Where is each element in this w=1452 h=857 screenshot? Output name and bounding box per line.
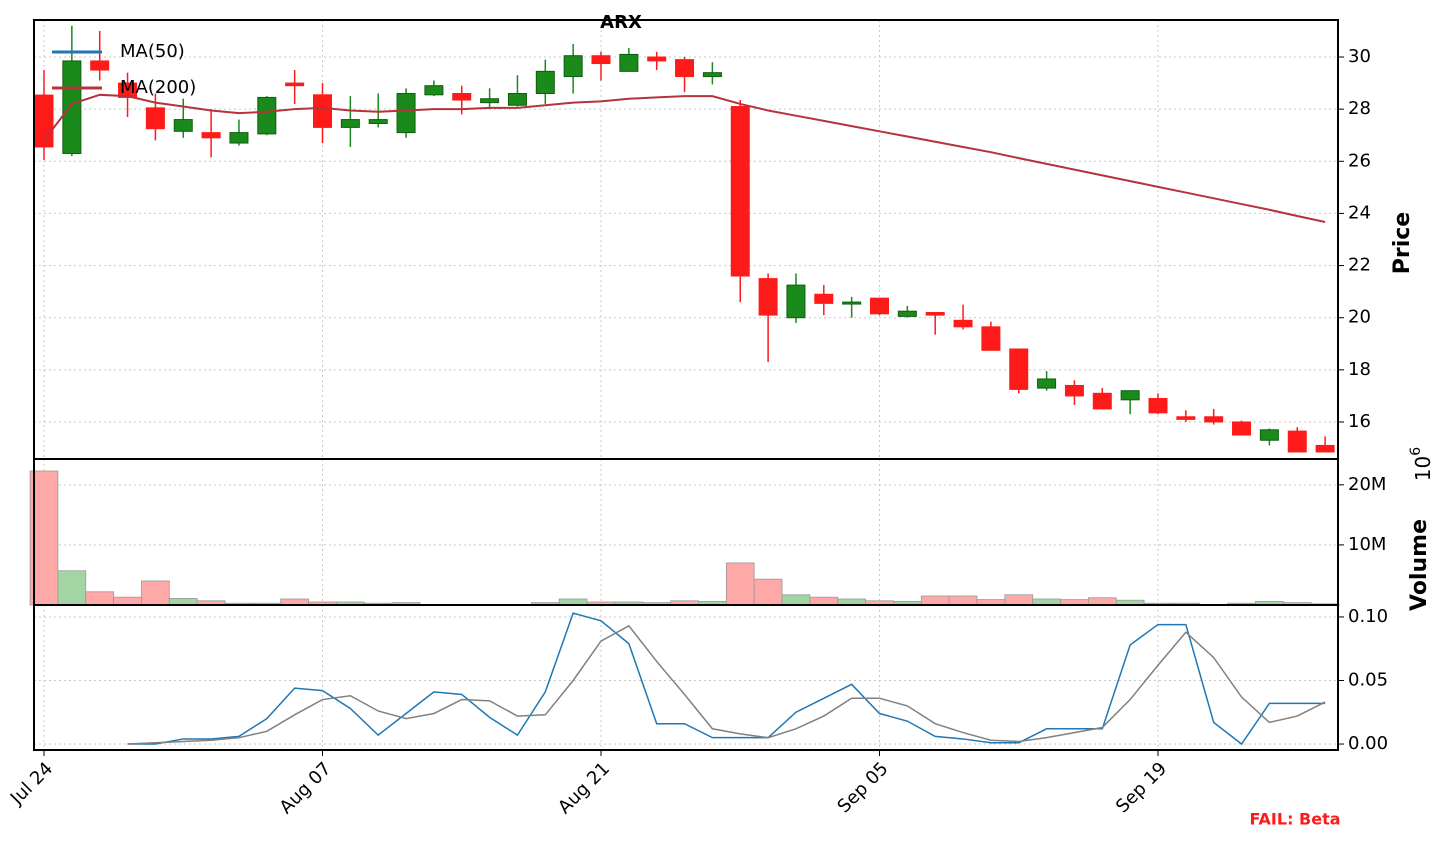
y-tick-label: 26 — [1348, 150, 1371, 171]
annotation: FAIL: Beta — [1249, 810, 1340, 829]
legend-label: MA(50) — [120, 41, 185, 62]
y-tick-label: 20M — [1348, 474, 1386, 495]
candle-body — [619, 53, 639, 72]
candle-body — [1287, 430, 1307, 453]
candle-body — [313, 94, 332, 128]
candle-body — [1148, 398, 1168, 414]
volume-bar — [141, 580, 170, 606]
candle-body — [424, 85, 444, 96]
candle-body — [647, 56, 667, 62]
candle-body — [257, 96, 277, 135]
offset-exponent: 6 — [1408, 447, 1424, 456]
candle-body — [452, 93, 472, 101]
x-tick-label: Sep 05 — [833, 758, 892, 817]
candle-body — [396, 93, 416, 134]
y-tick-label: 10M — [1348, 534, 1386, 555]
volume-bar — [1087, 597, 1117, 606]
y-tick-label: 0.05 — [1348, 669, 1388, 690]
candle-body — [507, 93, 527, 106]
y-tick-label: 0.10 — [1348, 606, 1388, 627]
candle-body — [591, 55, 611, 65]
candle-body — [1009, 348, 1029, 390]
y-tick-label: 0.00 — [1348, 733, 1388, 754]
candle-body — [229, 132, 249, 144]
candle-body — [1092, 392, 1112, 410]
candle-body — [90, 60, 110, 71]
plot-layer — [29, 20, 1340, 750]
candle-body — [981, 326, 1001, 351]
candle-body — [1176, 416, 1196, 420]
y-tick-label: 18 — [1348, 359, 1371, 380]
candle-body — [814, 293, 834, 304]
x-tick-label: Aug 21 — [554, 758, 614, 818]
candle-body — [842, 301, 862, 305]
volume-offset: 106 — [1408, 447, 1435, 481]
candle-body — [118, 82, 138, 98]
candle-body — [340, 119, 360, 128]
x-tick-label: Jul 24 — [6, 758, 57, 809]
candle-body — [1315, 444, 1335, 453]
candle-body — [925, 311, 945, 316]
series-line — [43, 93, 1326, 224]
candle-body — [1204, 416, 1224, 423]
volume-frame — [33, 458, 1339, 606]
candle-body — [563, 55, 583, 78]
candle-body — [368, 119, 388, 124]
candle-body — [1120, 390, 1140, 401]
candle-body — [702, 72, 722, 78]
candle-body — [1259, 429, 1279, 441]
legend-label: MA(200) — [120, 77, 196, 98]
candle-body — [201, 132, 221, 139]
y-tick-label: 24 — [1348, 202, 1371, 223]
y-tick-label: 20 — [1348, 307, 1371, 328]
candle-body — [535, 70, 555, 95]
volume-bar — [781, 594, 811, 606]
candle-body — [1037, 378, 1057, 389]
candle-body — [730, 106, 750, 277]
volume-bar — [85, 591, 115, 606]
candle-body — [285, 82, 305, 87]
candle-body — [897, 310, 917, 317]
volume-bar — [113, 596, 142, 606]
candle-body — [145, 107, 165, 130]
price-frame — [33, 19, 1339, 460]
y-tick-label: 30 — [1348, 46, 1371, 67]
x-tick-label: Aug 07 — [276, 758, 336, 818]
candle-body — [870, 297, 889, 315]
offset-base: 10 — [1411, 456, 1435, 481]
price-axis-label: Price — [1390, 212, 1415, 274]
candle-body — [953, 319, 973, 328]
y-tick-label: 28 — [1348, 98, 1371, 119]
indicator-frame — [33, 604, 1339, 751]
volume-bar — [809, 596, 839, 606]
volume-axis-label: Volume — [1407, 519, 1432, 611]
candle-body — [675, 59, 695, 78]
series-line — [127, 612, 1326, 746]
volume-bar — [1004, 594, 1034, 606]
volume-bar — [948, 595, 978, 606]
candle-body — [786, 284, 806, 319]
candle-body — [758, 278, 778, 316]
volume-bar — [753, 578, 783, 606]
series-line — [127, 624, 1326, 745]
y-tick-label: 16 — [1348, 411, 1371, 432]
volume-bar — [920, 595, 950, 606]
candle-body — [1232, 421, 1252, 436]
x-tick-label: Sep 19 — [1112, 758, 1171, 817]
volume-bar — [57, 570, 87, 606]
volume-bar — [725, 562, 755, 606]
candle-body — [480, 98, 500, 104]
y-tick-label: 22 — [1348, 255, 1371, 276]
candle-body — [1064, 384, 1084, 397]
candle-body — [173, 119, 193, 132]
candle-body — [62, 60, 82, 154]
chart-title: ARX — [600, 12, 642, 33]
